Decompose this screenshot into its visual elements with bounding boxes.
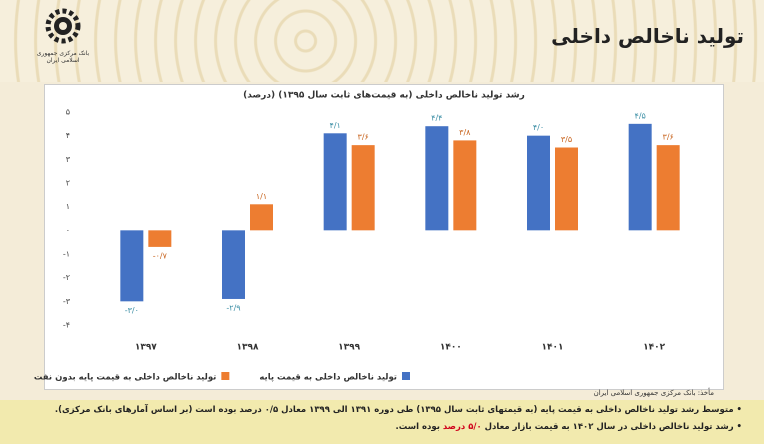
value-label: -۳/۰ [125,306,139,315]
x-tick-label: ۱۴۰۲ [643,343,665,353]
note-text: رشد تولید ناخالص داخلی در سال ۱۴۰۲ به قی… [485,422,734,432]
note-highlight: ۵/۰ درصد [443,422,482,432]
bar [222,230,245,299]
bar [657,145,680,230]
value-label: ۴/۰ [533,123,544,132]
y-tick-label: -۲ [63,273,70,282]
x-tick-label: ۱۴۰۰ [440,343,462,353]
value-label: -۲/۹ [226,303,240,312]
y-tick-label: ۰ [66,226,70,235]
value-label: -۰/۷ [153,251,168,260]
y-tick-label: ۲ [66,179,70,188]
x-tick-label: ۱۳۹۹ [338,343,360,353]
y-tick-label: ۴ [66,131,70,140]
legend-label: تولید ناخالص داخلی به قیمت پایه بدون نفت [34,373,217,383]
legend-label: تولید ناخالص داخلی به قیمت پایه [259,373,397,383]
value-label: ۴/۱ [330,121,341,130]
y-tick-label: -۱ [63,250,70,259]
chart: رشد تولید ناخالص داخلی (به قیمت‌های ثابت… [0,0,764,400]
x-tick-label: ۱۳۹۸ [237,343,259,353]
y-tick-label: -۴ [63,321,70,330]
note: • رشد تولید ناخالص داخلی در سال ۱۴۰۲ به … [396,422,742,432]
bar [555,148,578,231]
bar [352,145,375,230]
y-tick-label: -۳ [63,297,71,306]
note: • متوسط رشد تولید ناخالص داخلی به قیمت پ… [55,405,742,415]
y-tick-label: ۵ [66,108,70,117]
legend-swatch [221,372,229,380]
value-label: ۴/۴ [431,114,442,123]
bar [250,204,273,230]
bar [453,140,476,230]
value-label: ۳/۶ [663,133,674,142]
x-tick-label: ۱۴۰۱ [542,343,564,353]
y-tick-label: ۱ [66,202,70,211]
value-label: ۱/۱ [256,192,267,201]
legend-swatch [402,372,410,380]
value-label: ۳/۸ [459,128,471,137]
note-text: متوسط رشد تولید ناخالص داخلی به قیمت پای… [55,405,734,415]
chart-title: رشد تولید ناخالص داخلی (به قیمت‌های ثابت… [243,91,525,101]
bar [120,230,143,301]
bar [148,230,171,247]
y-tick-label: ۳ [66,155,71,164]
value-label: ۴/۵ [635,111,646,120]
notes: • متوسط رشد تولید ناخالص داخلی به قیمت پ… [0,400,764,444]
source: مأخذ: بانک مرکزی جمهوری اسلامی ایران [594,389,714,397]
note-text: بوده است. [396,422,440,432]
bar [324,133,347,230]
value-label: ۳/۵ [561,135,572,144]
value-label: ۳/۶ [358,133,369,142]
x-tick-label: ۱۳۹۷ [135,343,157,353]
bar [629,124,652,231]
slide: تولید ناخالص داخلی بانک مرکزی جمهوری اسل… [0,0,764,444]
bar [425,126,448,230]
bar [527,136,550,231]
